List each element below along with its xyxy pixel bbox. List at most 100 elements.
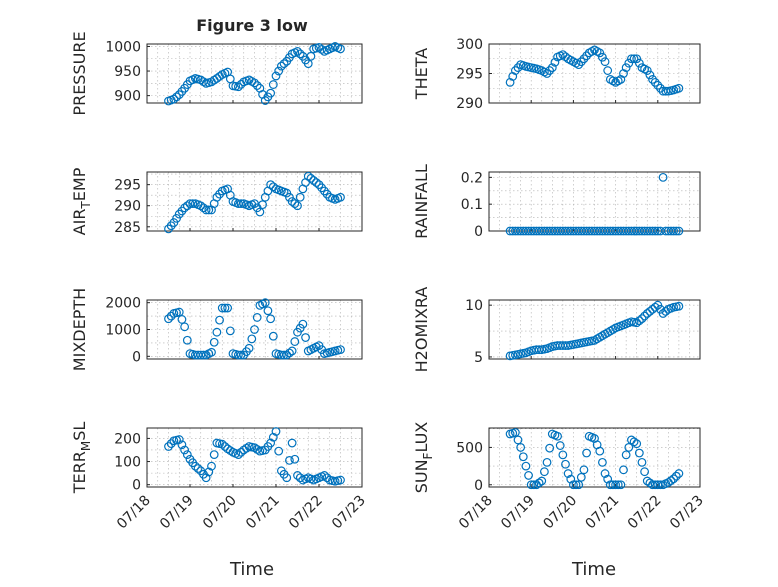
data-point: [598, 52, 607, 62]
data-point: [529, 480, 539, 490]
data-point: [611, 480, 620, 490]
data-point: [558, 450, 568, 460]
y-axis-label-main: AIR: [70, 209, 89, 236]
figure-title: Figure 3 low: [196, 16, 308, 35]
data-point: [215, 315, 224, 325]
data-point: [244, 343, 254, 353]
x-tick-label: 07/22: [286, 493, 326, 533]
data-point: [285, 348, 294, 358]
data-point: [566, 474, 576, 484]
y-tick-label: 300: [456, 37, 483, 53]
data-point: [574, 480, 584, 490]
data-point: [279, 59, 289, 69]
data-point: [204, 467, 214, 477]
data-point: [595, 446, 605, 456]
data-point: [336, 44, 345, 54]
axes-frame: [488, 299, 701, 360]
data-point: [190, 461, 200, 471]
data-point: [600, 57, 610, 67]
data-point: [322, 473, 332, 483]
y-axis-label-subscript: M: [79, 441, 93, 451]
y-axis-label-main: H2OMIXRA: [412, 287, 431, 373]
data-point: [634, 316, 644, 326]
data-point: [258, 200, 267, 210]
data-point: [268, 432, 278, 442]
data-point: [542, 457, 552, 467]
data-point: [555, 441, 565, 450]
data-point: [303, 59, 313, 69]
data-point: [298, 319, 308, 329]
data-point: [293, 201, 302, 211]
data-point: [579, 54, 589, 64]
data-point: [656, 480, 665, 490]
data-point: [169, 94, 179, 104]
data-point: [674, 226, 684, 236]
data-point: [542, 69, 552, 78]
x-tick-label: 07/19: [498, 493, 538, 533]
x-tick-label: 07/20: [200, 493, 240, 533]
data-point: [550, 57, 560, 67]
data-point: [553, 431, 562, 441]
data-point: [290, 454, 300, 464]
data-point: [513, 435, 523, 445]
subplot-pressure: 900 950 1000 PRESSURE: [70, 31, 363, 116]
data-point: [266, 438, 276, 448]
data-point: [619, 69, 628, 78]
y-tick-label: 0: [132, 478, 141, 494]
data-point: [563, 469, 573, 478]
y-axis-label-suffix: EMP: [70, 167, 89, 201]
data-point: [309, 176, 319, 185]
data-point: [174, 435, 184, 444]
data-point: [627, 54, 636, 64]
data-point: [634, 448, 644, 458]
data-point: [648, 74, 657, 84]
y-axis-label: RAINFALL: [412, 164, 431, 239]
data-point: [674, 301, 684, 311]
data-point: [233, 350, 243, 360]
data-point: [199, 350, 208, 360]
y-tick-label: 200: [114, 431, 141, 447]
data-point: [516, 443, 526, 452]
x-tick-label: 07/23: [667, 493, 707, 533]
data-point: [266, 180, 276, 190]
y-tick-label: 900: [114, 89, 141, 105]
y-axis-label-subscript: F: [421, 452, 435, 459]
data-point: [204, 205, 214, 215]
data-point: [674, 469, 684, 478]
data-point: [209, 337, 219, 347]
data-point: [260, 298, 270, 308]
data-point: [255, 207, 265, 217]
x-tick-label: 07/21: [583, 493, 623, 533]
data-point: [629, 54, 639, 64]
data-point: [524, 471, 533, 480]
y-tick-label: 10: [465, 298, 483, 314]
data-point: [336, 192, 345, 202]
data-point: [250, 78, 259, 88]
data-point: [537, 476, 547, 486]
data-point: [287, 438, 297, 448]
data-point: [547, 63, 557, 72]
y-tick-label: 950: [114, 64, 141, 80]
data-point: [632, 54, 642, 64]
y-axis-label-main: TERR: [70, 451, 89, 494]
data-point: [180, 445, 190, 455]
data-point: [252, 313, 262, 322]
x-tick-label: 07/18: [114, 493, 154, 533]
y-axis-label: PRESSURE: [70, 31, 89, 115]
data-point: [539, 467, 549, 477]
y-tick-label: 290: [114, 199, 141, 215]
data-point: [233, 82, 243, 92]
data-point: [674, 83, 684, 93]
data-point: [201, 205, 211, 215]
y-axis-label: AIRTEMP: [70, 167, 93, 235]
subplot-mixdepth: 0 1000 2000 MIXDEPTH: [70, 288, 363, 371]
y-tick-label: 100: [114, 455, 141, 471]
data-point: [274, 446, 284, 456]
data-point: [510, 66, 520, 75]
data-point: [576, 472, 586, 482]
y-tick-label: 5: [474, 350, 483, 366]
data-point: [217, 303, 227, 313]
data-point: [319, 471, 329, 480]
data-point: [576, 57, 586, 67]
x-tick-label: 07/20: [540, 493, 580, 533]
